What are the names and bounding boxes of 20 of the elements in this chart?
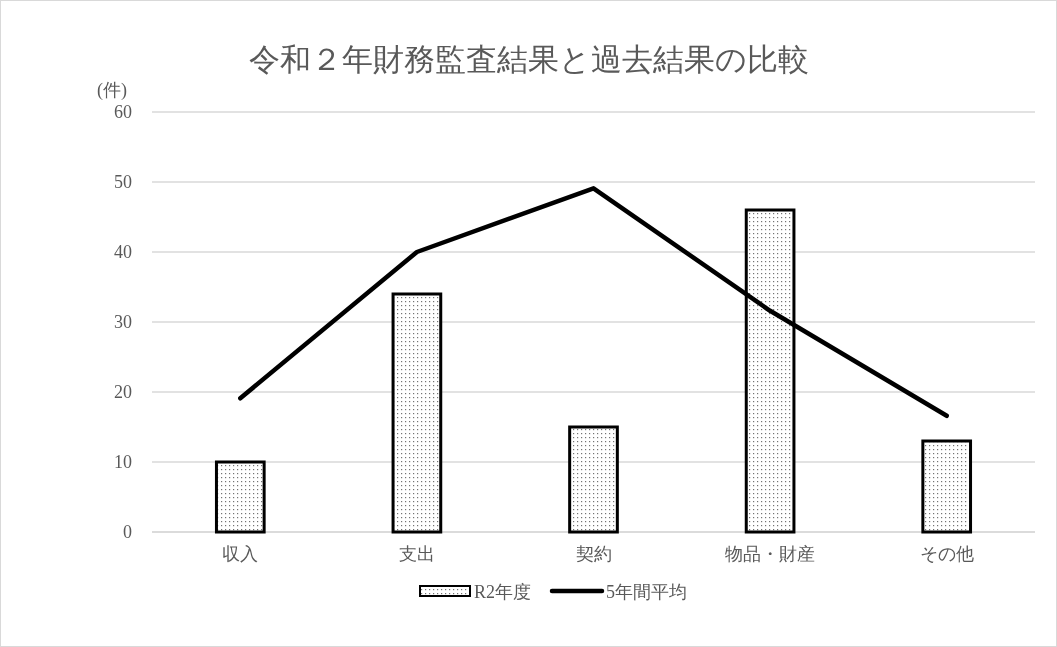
chart-title: 令和２年財務監査結果と過去結果の比較 — [248, 42, 809, 77]
y-axis-title: (件) — [97, 80, 127, 101]
x-tick-label: 契約 — [575, 544, 612, 564]
bar — [921, 439, 973, 534]
y-tick-label: 60 — [114, 102, 132, 122]
x-tick-label: その他 — [919, 544, 974, 564]
x-tick-label: 収入 — [222, 544, 259, 564]
legend-label: 5年間平均 — [606, 582, 687, 602]
y-tick-label: 0 — [123, 522, 132, 542]
y-tick-label: 20 — [114, 382, 132, 402]
legend-label: R2年度 — [474, 582, 532, 602]
y-tick-label: 10 — [114, 452, 132, 472]
bar — [391, 292, 443, 534]
y-tick-label: 30 — [114, 312, 132, 332]
x-tick-label: 物品・財産 — [725, 544, 816, 564]
y-tick-label: 40 — [114, 242, 132, 262]
bar — [214, 460, 266, 534]
y-tick-label: 50 — [114, 172, 132, 192]
bar — [568, 425, 619, 534]
x-tick-label: 支出 — [398, 544, 435, 564]
